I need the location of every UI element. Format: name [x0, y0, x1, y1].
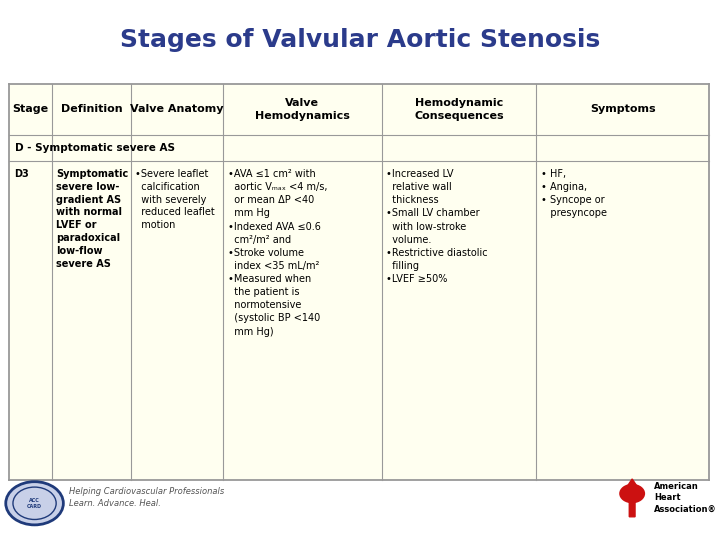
Text: •Measured when: •Measured when	[228, 274, 311, 284]
Text: Stages of Valvular Aortic Stenosis: Stages of Valvular Aortic Stenosis	[120, 29, 600, 52]
Text: • Syncope or: • Syncope or	[541, 195, 604, 205]
Text: •Stroke volume: •Stroke volume	[228, 248, 304, 258]
Text: •AVA ≤1 cm² with: •AVA ≤1 cm² with	[228, 169, 315, 179]
Text: filling: filling	[386, 261, 419, 271]
Text: •Increased LV: •Increased LV	[386, 169, 454, 179]
Circle shape	[13, 487, 56, 519]
Text: Definition: Definition	[60, 104, 122, 114]
Text: D3: D3	[14, 169, 28, 179]
Text: (systolic BP <140: (systolic BP <140	[228, 313, 320, 323]
Text: •Small LV chamber: •Small LV chamber	[386, 208, 480, 218]
Bar	[9, 84, 709, 480]
Text: index <35 mL/m²: index <35 mL/m²	[228, 261, 319, 271]
Text: or mean ΔP <40: or mean ΔP <40	[228, 195, 314, 205]
Text: with low-stroke: with low-stroke	[386, 221, 466, 232]
Text: American
Heart
Association®: American Heart Association®	[654, 482, 716, 514]
Text: Symptomatic
severe low-
gradient AS
with normal
LVEF or
paradoxical
low-flow
sev: Symptomatic severe low- gradient AS with…	[56, 169, 128, 268]
Text: •Severe leaflet
  calcification
  with severely
  reduced leaflet
  motion: •Severe leaflet calcification with sever…	[135, 169, 215, 230]
Text: aortic Vₘₐₓ <4 m/s,: aortic Vₘₐₓ <4 m/s,	[228, 182, 327, 192]
Text: the patient is: the patient is	[228, 287, 299, 297]
Text: D - Symptomatic severe AS: D - Symptomatic severe AS	[15, 143, 175, 153]
Text: presyncope: presyncope	[541, 208, 607, 218]
Text: • Angina,: • Angina,	[541, 182, 587, 192]
Circle shape	[6, 482, 63, 525]
Text: •Restrictive diastolic: •Restrictive diastolic	[386, 248, 487, 258]
Text: • HF,: • HF,	[541, 169, 566, 179]
Text: thickness: thickness	[386, 195, 438, 205]
FancyArrow shape	[625, 479, 639, 517]
Text: mm Hg: mm Hg	[228, 208, 269, 218]
Text: Symptoms: Symptoms	[590, 104, 656, 114]
Text: •LVEF ≥50%: •LVEF ≥50%	[386, 274, 447, 284]
Text: mm Hg): mm Hg)	[228, 327, 273, 336]
Text: relative wall: relative wall	[386, 182, 451, 192]
Text: Hemodynamic
Consequences: Hemodynamic Consequences	[414, 98, 504, 120]
Text: cm²/m² and: cm²/m² and	[228, 235, 291, 245]
Text: Valve Anatomy: Valve Anatomy	[130, 104, 224, 114]
Text: •Indexed AVA ≤0.6: •Indexed AVA ≤0.6	[228, 221, 320, 232]
Text: Valve
Hemodynamics: Valve Hemodynamics	[255, 98, 350, 120]
Text: ACC
CARD: ACC CARD	[27, 498, 42, 509]
Text: Helping Cardiovascular Professionals
Learn. Advance. Heal.: Helping Cardiovascular Professionals Lea…	[69, 488, 225, 508]
Circle shape	[619, 484, 645, 503]
Text: volume.: volume.	[386, 235, 431, 245]
Text: Stage: Stage	[12, 104, 49, 114]
Text: normotensive: normotensive	[228, 300, 301, 310]
